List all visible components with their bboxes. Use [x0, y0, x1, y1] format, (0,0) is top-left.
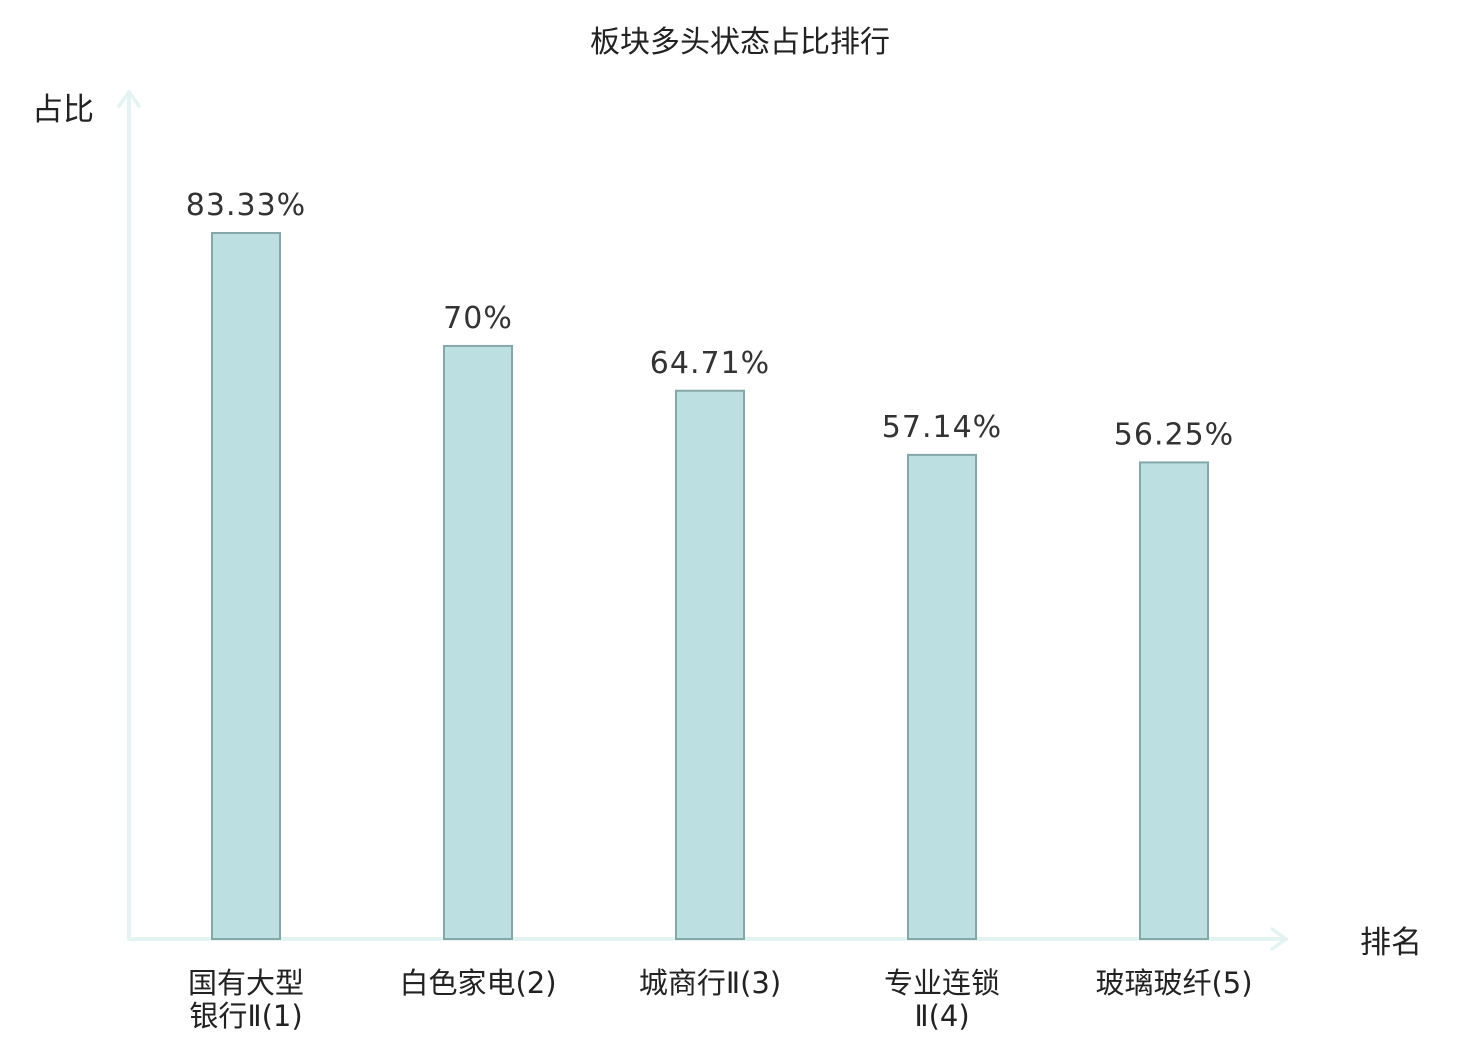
- chart-title: 板块多头状态占比排行: [590, 25, 890, 60]
- bars: [211, 232, 1209, 940]
- category-label: Ⅱ(4): [914, 999, 969, 1033]
- bar: [211, 232, 281, 940]
- value-labels: 83.33% 70% 64.71% 57.14% 56.25%: [186, 188, 1234, 452]
- y-axis-title: 占比: [32, 92, 94, 128]
- bar-value-label: 83.33%: [186, 188, 306, 223]
- category-label: 国有大型: [188, 966, 304, 1000]
- x-axis-title: 排名: [1360, 925, 1422, 961]
- bar-value-label: 57.14%: [882, 410, 1002, 445]
- category-label: 城商行Ⅱ(3): [639, 966, 781, 1000]
- bar: [443, 344, 513, 940]
- bar: [675, 389, 745, 940]
- bar: [1139, 461, 1209, 940]
- category-label: 银行Ⅱ(1): [189, 999, 302, 1033]
- bar: [907, 453, 977, 940]
- category-label: 白色家电(2): [399, 966, 556, 1000]
- category-label: 玻璃玻纤(5): [1095, 966, 1252, 1000]
- bar-value-label: 56.25%: [1114, 417, 1234, 452]
- y-axis-arrow: [117, 90, 141, 108]
- x-axis-arrow: [1270, 927, 1288, 951]
- category-label: 专业连锁: [884, 966, 1000, 1000]
- bar-value-label: 70%: [443, 301, 513, 336]
- bar-value-label: 64.71%: [650, 346, 770, 381]
